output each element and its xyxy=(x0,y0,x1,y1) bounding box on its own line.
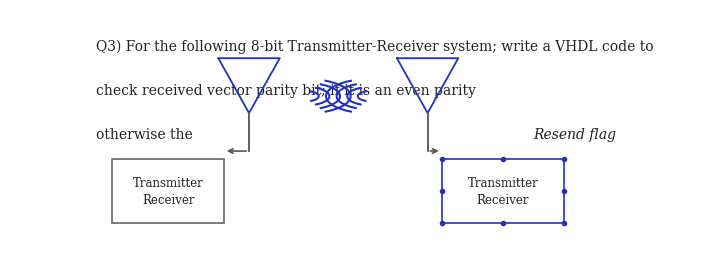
Text: Receiver: Receiver xyxy=(477,194,529,207)
Bar xyxy=(112,159,224,223)
Text: Q3) For the following 8-bit Transmitter-Receiver system; write a VHDL code to: Q3) For the following 8-bit Transmitter-… xyxy=(96,39,653,54)
Text: Receiver: Receiver xyxy=(142,194,194,207)
Text: Resend flag: Resend flag xyxy=(533,128,616,142)
Bar xyxy=(441,159,564,223)
Text: Transmitter: Transmitter xyxy=(467,177,539,190)
Text: otherwise the: otherwise the xyxy=(96,128,197,142)
Text: Transmitter: Transmitter xyxy=(132,177,204,190)
Text: check received vector parity bit; if it is an even parity: check received vector parity bit; if it … xyxy=(96,84,480,98)
